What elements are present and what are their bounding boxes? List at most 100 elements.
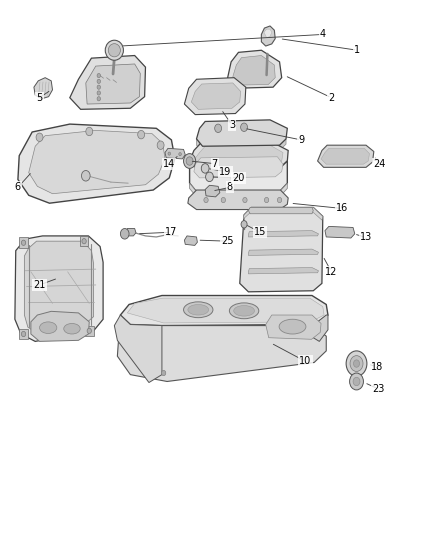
Polygon shape <box>85 326 94 336</box>
Polygon shape <box>261 26 275 46</box>
Text: 3: 3 <box>229 120 235 130</box>
Circle shape <box>97 91 100 95</box>
Ellipse shape <box>64 324 80 334</box>
Text: 23: 23 <box>372 384 384 394</box>
Polygon shape <box>313 315 328 342</box>
Circle shape <box>243 197 247 203</box>
Circle shape <box>168 152 170 155</box>
Polygon shape <box>117 326 326 382</box>
Polygon shape <box>120 295 328 326</box>
Polygon shape <box>70 55 145 109</box>
Text: 2: 2 <box>328 93 335 103</box>
Circle shape <box>36 133 43 141</box>
Polygon shape <box>240 207 323 292</box>
Circle shape <box>87 328 92 334</box>
Polygon shape <box>233 55 275 85</box>
Circle shape <box>353 360 360 367</box>
Circle shape <box>241 221 247 228</box>
Polygon shape <box>25 241 94 334</box>
Circle shape <box>265 197 269 203</box>
Polygon shape <box>325 227 355 238</box>
Circle shape <box>97 96 100 101</box>
Polygon shape <box>29 131 165 193</box>
Polygon shape <box>19 329 28 340</box>
Text: 20: 20 <box>232 173 245 183</box>
Polygon shape <box>248 268 318 274</box>
Text: 15: 15 <box>254 227 266 237</box>
Circle shape <box>97 79 100 84</box>
Text: 25: 25 <box>221 236 234 246</box>
Polygon shape <box>248 249 318 255</box>
Polygon shape <box>264 29 272 38</box>
Ellipse shape <box>105 40 124 60</box>
Polygon shape <box>80 236 88 246</box>
Polygon shape <box>248 231 318 237</box>
Polygon shape <box>31 311 89 342</box>
Polygon shape <box>19 238 28 248</box>
Circle shape <box>179 152 181 156</box>
Text: 19: 19 <box>219 166 232 176</box>
Polygon shape <box>205 185 220 197</box>
Polygon shape <box>194 145 283 167</box>
Circle shape <box>215 124 222 133</box>
Text: 13: 13 <box>360 232 372 243</box>
Text: 1: 1 <box>354 45 360 55</box>
Ellipse shape <box>188 304 208 315</box>
Circle shape <box>21 240 26 245</box>
Text: 9: 9 <box>298 135 304 145</box>
Text: 12: 12 <box>325 267 338 277</box>
Polygon shape <box>190 183 287 198</box>
Polygon shape <box>114 315 162 383</box>
Polygon shape <box>86 64 140 104</box>
Polygon shape <box>34 78 53 99</box>
Polygon shape <box>184 236 198 245</box>
Polygon shape <box>266 315 321 340</box>
Circle shape <box>204 197 208 203</box>
Circle shape <box>221 197 226 203</box>
Circle shape <box>240 123 247 132</box>
Polygon shape <box>205 124 282 145</box>
Circle shape <box>277 197 282 203</box>
Text: 16: 16 <box>336 204 348 214</box>
Text: 21: 21 <box>33 280 46 290</box>
Ellipse shape <box>184 302 213 318</box>
Circle shape <box>205 172 213 182</box>
Text: 17: 17 <box>165 227 178 237</box>
Polygon shape <box>318 145 374 167</box>
Ellipse shape <box>230 303 259 319</box>
Circle shape <box>97 85 100 90</box>
Polygon shape <box>228 50 282 88</box>
Polygon shape <box>18 124 175 203</box>
Text: 14: 14 <box>163 159 175 168</box>
Polygon shape <box>321 148 370 164</box>
Polygon shape <box>165 148 185 159</box>
Circle shape <box>86 127 93 136</box>
Circle shape <box>201 164 209 173</box>
Polygon shape <box>190 142 288 169</box>
Polygon shape <box>184 78 246 115</box>
Circle shape <box>157 141 164 149</box>
Circle shape <box>350 356 363 372</box>
Polygon shape <box>125 229 136 236</box>
Text: 24: 24 <box>373 159 385 168</box>
Text: 5: 5 <box>36 93 42 103</box>
Circle shape <box>186 157 193 165</box>
Text: 7: 7 <box>212 159 218 168</box>
Circle shape <box>138 131 145 139</box>
Polygon shape <box>15 236 103 342</box>
Polygon shape <box>197 120 287 146</box>
Circle shape <box>162 370 166 376</box>
Circle shape <box>21 332 26 337</box>
Polygon shape <box>243 207 323 220</box>
Circle shape <box>97 74 100 78</box>
Circle shape <box>120 229 129 239</box>
Text: 8: 8 <box>227 182 233 192</box>
Polygon shape <box>194 157 283 178</box>
Polygon shape <box>191 83 240 109</box>
Circle shape <box>346 351 367 376</box>
Polygon shape <box>197 139 286 151</box>
Circle shape <box>82 239 86 244</box>
Text: 10: 10 <box>299 357 311 367</box>
Text: 18: 18 <box>371 362 383 372</box>
Circle shape <box>350 373 364 390</box>
